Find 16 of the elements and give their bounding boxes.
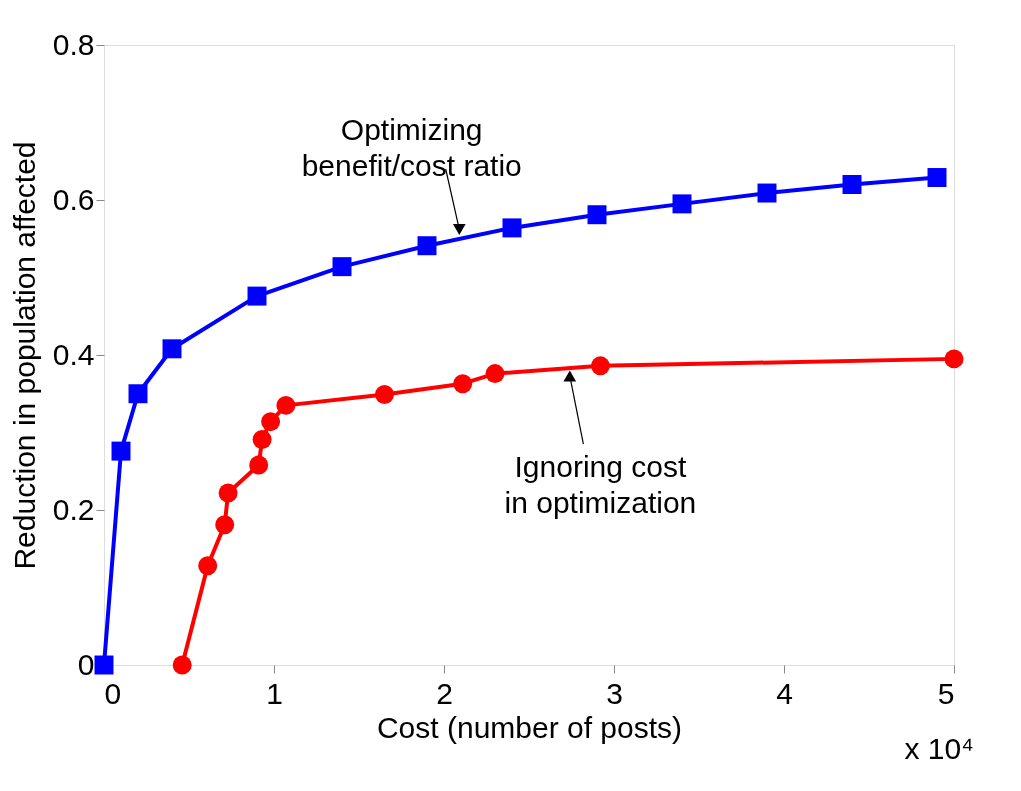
x-tick-label: 5 bbox=[937, 676, 955, 710]
y-tick-label: 0.4 bbox=[52, 337, 95, 371]
annotation: Optimizing benefit/cost ratio bbox=[301, 112, 522, 182]
x-tick-label: 1 bbox=[266, 676, 283, 710]
x-tick-label: 4 bbox=[776, 676, 793, 710]
y-tick-label: 0.6 bbox=[52, 182, 95, 216]
y-axis-title: Reduction in population affected bbox=[7, 141, 41, 570]
text: x 10⁴ bbox=[904, 732, 974, 765]
x-tick-label: 3 bbox=[606, 676, 623, 710]
x-axis-title: Cost (number of posts) bbox=[376, 710, 683, 744]
x-tick-label: 0 bbox=[104, 676, 122, 710]
y-tick-label: 0.2 bbox=[52, 492, 95, 526]
y-tick-label: 0 bbox=[77, 647, 95, 681]
y-tick-label: 0.8 bbox=[52, 27, 95, 61]
x-tick-label: 2 bbox=[436, 676, 453, 710]
annotation: Ignoring cost in optimization bbox=[504, 450, 697, 520]
